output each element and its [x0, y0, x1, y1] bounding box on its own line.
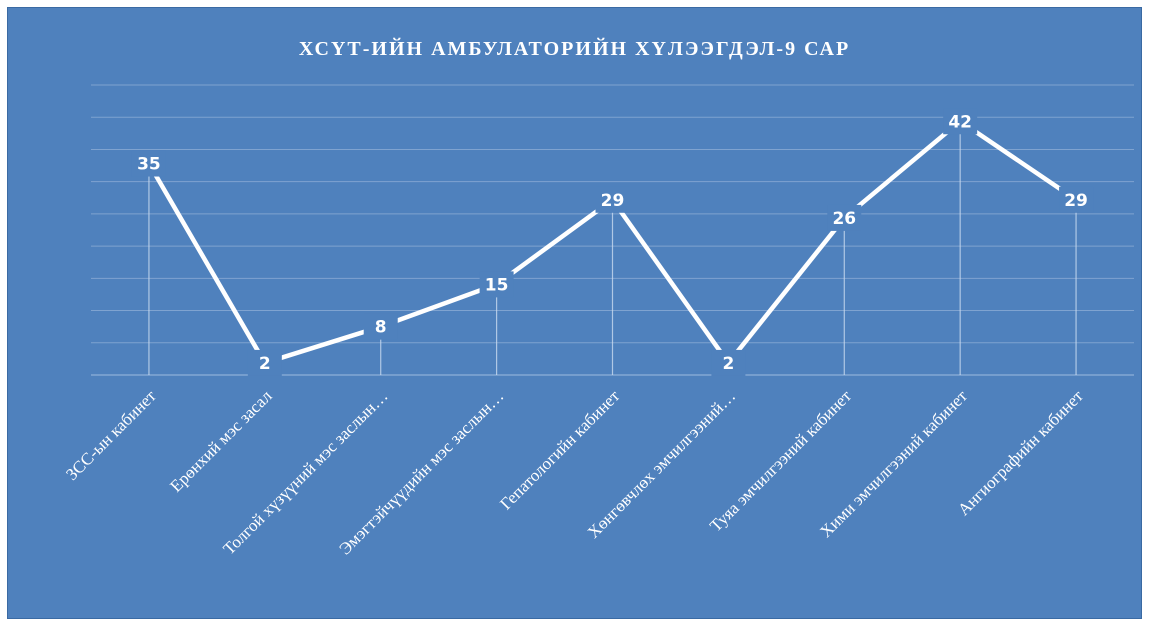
data-label-bg	[131, 150, 166, 177]
data-label: 15	[485, 275, 509, 295]
series-segment	[378, 282, 499, 329]
data-label-bg	[247, 349, 282, 376]
series-segment	[726, 215, 847, 366]
series-line	[146, 119, 1079, 366]
series-segment	[610, 197, 731, 366]
data-label: 29	[601, 191, 625, 211]
category-label: ЗСС-ын кабинет	[62, 386, 160, 484]
data-label: 29	[1064, 191, 1088, 211]
data-label: 42	[948, 112, 972, 132]
category-label: Ангиографийн кабинет	[954, 386, 1087, 519]
data-label: 2	[259, 354, 271, 374]
data-label: 8	[375, 318, 387, 338]
category-label: Гепатологийн кабинет	[496, 386, 623, 513]
data-label: 26	[832, 209, 856, 229]
line-chart: 35 2 8 15 29 2 26 42 29 ЗСС-ын кабинет Ерөнхий мэ…	[62, 84, 1134, 559]
chart-frame: ХСҮТ-ИЙН АМБУЛАТОРИЙН ХҮЛЭЭГДЭЛ-9 САР 35…	[7, 7, 1142, 619]
series-segment	[262, 324, 383, 366]
data-label-bg	[827, 204, 862, 231]
data-label-bg	[595, 186, 630, 213]
data-label: 2	[722, 354, 734, 374]
series-segment	[842, 119, 963, 221]
series-segment	[957, 119, 1079, 203]
data-label: 35	[137, 155, 161, 175]
data-label-bg	[943, 108, 978, 135]
drop-lines	[148, 121, 1077, 375]
data-labels: 35 2 8 15 29 2 26 42 29	[131, 108, 1094, 376]
category-label: Ерөнхий мэс засал	[166, 386, 276, 496]
data-label-bg	[479, 271, 514, 298]
data-label-bg	[363, 313, 398, 340]
series-segment	[494, 197, 615, 287]
series-segment	[146, 161, 268, 366]
data-label-bg	[1059, 186, 1094, 213]
chart-title: ХСҮТ-ИЙН АМБУЛАТОРИЙН ХҮЛЭЭГДЭЛ-9 САР	[298, 38, 851, 60]
data-label-bg	[711, 349, 746, 376]
